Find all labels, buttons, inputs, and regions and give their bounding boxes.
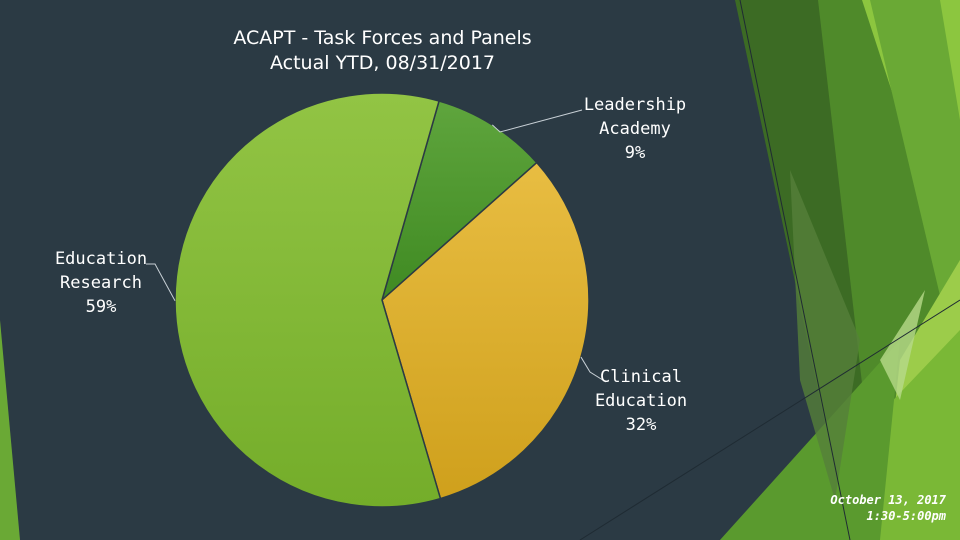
slice-label-leadership-academy: Leadership Academy 9% <box>576 93 694 165</box>
leader-line-clinical-education <box>580 356 607 383</box>
leader-line-leadership-academy <box>491 109 583 133</box>
deco-left-sliver <box>0 320 20 540</box>
slice-label-line1: Leadership <box>583 95 687 115</box>
pie-slice-leadership-academy <box>380 100 538 303</box>
slice-label-value: 59% <box>85 297 117 317</box>
slice-label-line1: Clinical <box>600 367 682 387</box>
slice-label-line2: Academy <box>599 119 671 139</box>
chart-title-line2: Actual YTD, 08/31/2017 <box>270 52 495 74</box>
slice-label-line2: Education <box>594 391 688 411</box>
deco-facet-7 <box>720 340 900 540</box>
deco-line-2 <box>579 299 960 540</box>
slice-label-value: 32% <box>625 415 657 435</box>
pie-slice-education-research <box>174 92 442 508</box>
slice-label-line2: Research <box>60 273 142 293</box>
footer-time: 1:30-5:00pm <box>866 509 946 523</box>
leader-line-education-research <box>146 263 176 301</box>
chart-title-line1: ACAPT - Task Forces and Panels <box>233 27 532 49</box>
slice-label-clinical-education: Clinical Education 32% <box>582 365 700 437</box>
pie-slice-clinical-education <box>381 161 590 500</box>
slice-label-line1: Education <box>54 249 148 269</box>
deco-line-1 <box>739 0 851 540</box>
deco-facet-8 <box>790 170 860 500</box>
slice-label-value: 9% <box>624 143 646 163</box>
slice-label-education-research: Education Research 59% <box>42 247 160 319</box>
footer-date-note: October 13, 2017 1:30-5:00pm <box>830 492 946 524</box>
deco-facet-9 <box>880 290 925 400</box>
chart-title: ACAPT - Task Forces and Panels Actual YT… <box>190 26 575 76</box>
footer-date: October 13, 2017 <box>830 493 946 507</box>
deco-facet-4 <box>870 0 960 380</box>
